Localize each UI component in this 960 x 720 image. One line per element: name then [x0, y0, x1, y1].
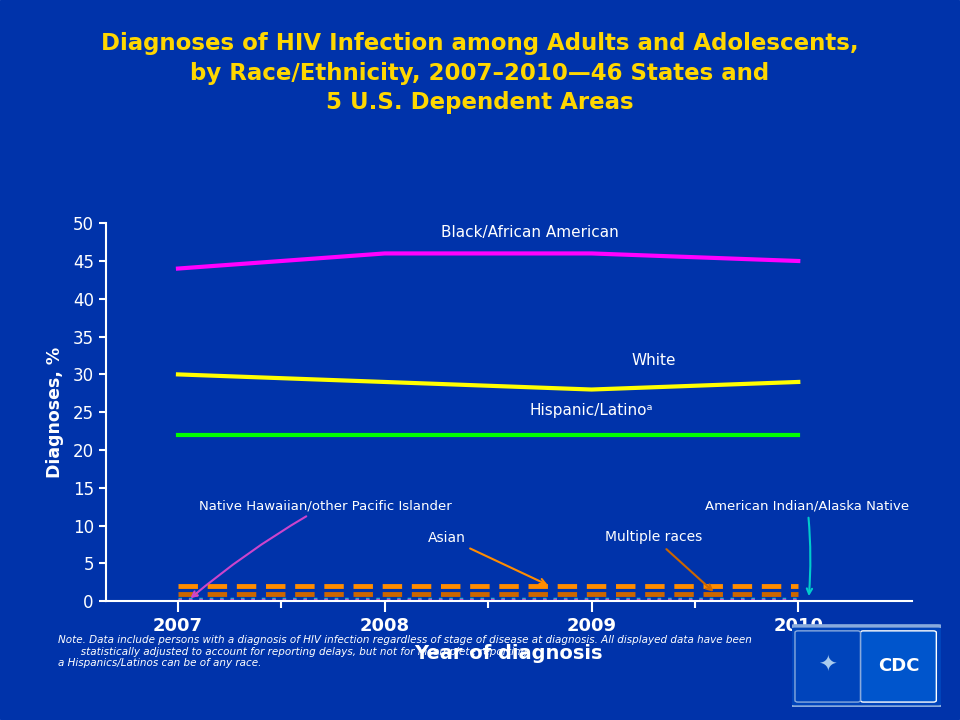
Y-axis label: Diagnoses, %: Diagnoses, %	[46, 346, 64, 478]
Text: Note. Data include persons with a diagnosis of HIV infection regardless of stage: Note. Data include persons with a diagno…	[58, 635, 752, 668]
FancyBboxPatch shape	[795, 631, 860, 702]
Text: White: White	[632, 354, 676, 369]
Text: Native Hawaiian/other Pacific Islander: Native Hawaiian/other Pacific Islander	[192, 499, 451, 597]
Text: ✦: ✦	[818, 656, 837, 675]
Text: Hispanic/Latinoᵃ: Hispanic/Latinoᵃ	[530, 403, 654, 418]
Text: CDC: CDC	[877, 657, 919, 675]
X-axis label: Year of diagnosis: Year of diagnosis	[415, 644, 603, 662]
Text: Asian: Asian	[428, 531, 545, 584]
Text: American Indian/Alaska Native: American Indian/Alaska Native	[706, 499, 909, 594]
Text: Multiple races: Multiple races	[605, 531, 711, 590]
FancyBboxPatch shape	[860, 631, 936, 702]
FancyBboxPatch shape	[789, 626, 944, 707]
Text: Black/African American: Black/African American	[441, 225, 618, 240]
Text: Diagnoses of HIV Infection among Adults and Adolescents,
by Race/Ethnicity, 2007: Diagnoses of HIV Infection among Adults …	[101, 32, 859, 114]
